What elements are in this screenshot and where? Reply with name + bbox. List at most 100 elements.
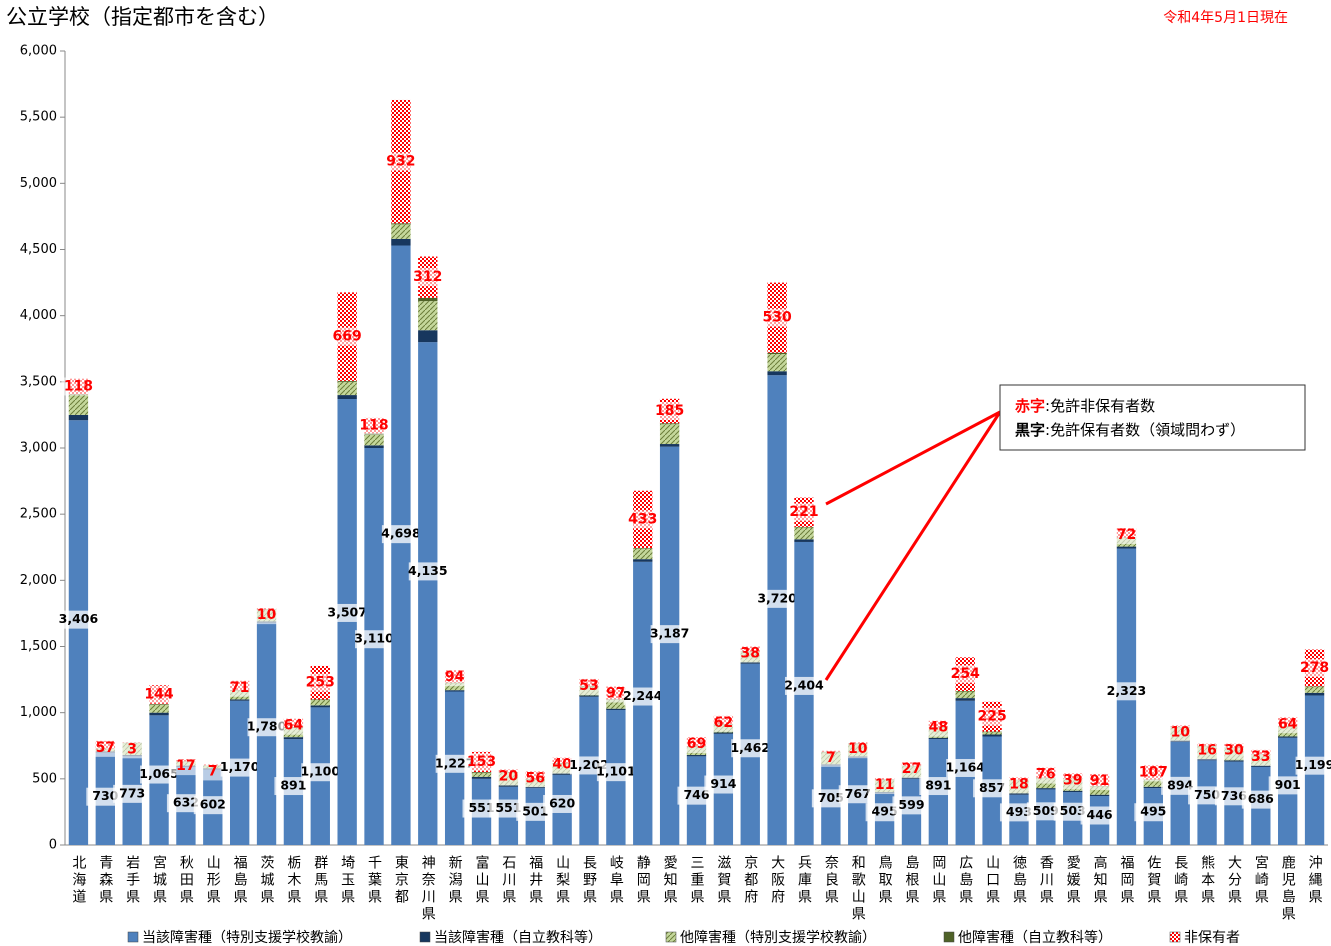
x-tick-label: 福岡県	[1118, 855, 1134, 906]
licensed-total-label: 1,100	[301, 764, 341, 779]
non-holder-label: 72	[1117, 527, 1136, 543]
legend-label: 当該障害種（特別支援学校教諭）	[142, 929, 352, 946]
non-holder-label: 71	[230, 680, 249, 696]
licensed-total-label: 3,507	[327, 604, 367, 619]
bar-segment	[1116, 546, 1137, 549]
licensed-total-label: 730	[92, 788, 118, 803]
label-bg	[948, 665, 983, 684]
label-bg	[760, 308, 795, 327]
bar-segment	[149, 712, 169, 716]
licensed-total-label: 509	[1033, 803, 1059, 818]
x-tick-label: 大阪府	[769, 855, 785, 906]
legend-swatch	[943, 931, 955, 943]
x-tick-label: 沖縄県	[1307, 855, 1323, 906]
label-bg	[1107, 682, 1146, 701]
label-bg	[113, 784, 152, 803]
bar-segment	[1143, 786, 1164, 789]
licensed-total-label: 3,110	[354, 631, 394, 646]
pointer-line	[825, 410, 1001, 506]
bar-segment	[149, 704, 169, 705]
non-holder-label: 39	[1063, 772, 1082, 788]
bar-segment	[471, 772, 492, 777]
non-holder-label: 221	[789, 504, 818, 520]
x-tick-label: 愛知県	[662, 855, 678, 906]
bar-segment	[1224, 760, 1244, 762]
bar-segment	[364, 434, 384, 446]
bar-segment	[391, 224, 411, 239]
licensed-total-label: 686	[1248, 791, 1274, 806]
licensed-total-label: 1,462	[730, 740, 770, 755]
label-bg	[1134, 803, 1173, 822]
x-tick-label: 静岡県	[635, 855, 651, 906]
non-holder-label: 40	[552, 757, 572, 773]
label-bg	[274, 777, 313, 796]
bar-segment	[391, 238, 411, 246]
non-holder-label: 38	[741, 646, 760, 662]
annotation-text: :免許保有者数（領域問わず）	[1045, 421, 1245, 439]
non-holder-label: 669	[333, 329, 362, 345]
x-tick-label: 広島県	[957, 855, 973, 906]
non-holder-label: 62	[714, 715, 733, 731]
label-bg	[704, 775, 743, 794]
label-bg	[410, 268, 445, 287]
x-tick-label: 鳥取県	[877, 855, 893, 906]
label-bg	[435, 754, 474, 773]
licensed-total-label: 446	[1087, 807, 1113, 822]
licensed-total-label: 1,101	[596, 764, 636, 779]
legend-swatch	[419, 931, 431, 943]
y-tick-label: 3,000	[20, 441, 57, 456]
legend-label: 当該障害種（自立教科等）	[434, 929, 602, 946]
label-bg	[1082, 771, 1117, 790]
x-tick-label: 徳島県	[1011, 855, 1027, 906]
x-tick-label: 新潟県	[447, 855, 463, 906]
x-tick-label: 奈良県	[823, 855, 839, 906]
label-bg	[168, 757, 203, 776]
bar-segment	[659, 423, 680, 425]
label-bg	[625, 510, 660, 529]
bar-segment	[740, 662, 760, 664]
x-tick-label: 北海道	[70, 855, 86, 906]
legend-swatch	[127, 931, 139, 943]
label-bg	[222, 678, 257, 697]
bar-segment	[310, 705, 330, 708]
bar-segment	[955, 690, 975, 692]
label-bg	[437, 668, 472, 687]
licensed-total-label: 891	[925, 778, 951, 793]
label-bg	[892, 796, 931, 815]
non-holder-label: 253	[306, 675, 335, 691]
licensed-total-label: 501	[522, 803, 548, 818]
non-holder-label: 278	[1300, 660, 1329, 676]
bar-segment	[982, 732, 1002, 735]
non-holder-label: 27	[902, 761, 921, 777]
licensed-total-label: 3,187	[650, 626, 690, 641]
y-tick-label: 2,500	[20, 507, 57, 522]
label-bg	[301, 763, 340, 782]
licensed-total-label: 891	[280, 778, 306, 793]
label-bg	[247, 718, 286, 737]
bar-segment	[337, 380, 357, 382]
legend-label: 他障害種（自立教科等）	[958, 929, 1112, 946]
y-tick-label: 3,500	[20, 374, 57, 389]
bar-segment	[794, 539, 814, 542]
licensed-total-label: 750	[1194, 787, 1220, 802]
label-bg	[784, 676, 823, 695]
licensed-total-label: 2,404	[784, 677, 824, 692]
label-bg	[867, 776, 902, 795]
x-tick-label: 山梨県	[554, 855, 570, 906]
x-tick-label: 岐阜県	[608, 855, 624, 906]
non-holder-label: 7	[208, 763, 218, 779]
licensed-total-label: 551	[495, 800, 521, 815]
bar-segment	[1143, 779, 1164, 787]
licensed-total-label: 914	[710, 776, 736, 791]
x-tick-label: 香川県	[1038, 855, 1054, 906]
label-bg	[1163, 723, 1198, 742]
x-tick-label: 栃木県	[285, 855, 301, 906]
bar-segment	[68, 420, 89, 845]
bar-segment	[337, 381, 357, 396]
x-tick-label: 滋賀県	[715, 855, 731, 906]
bar-segment	[633, 548, 653, 560]
annotation-text: :免許非保有者数	[1045, 397, 1155, 415]
x-tick-label: 石川県	[500, 855, 516, 906]
bar-segment	[337, 399, 357, 845]
